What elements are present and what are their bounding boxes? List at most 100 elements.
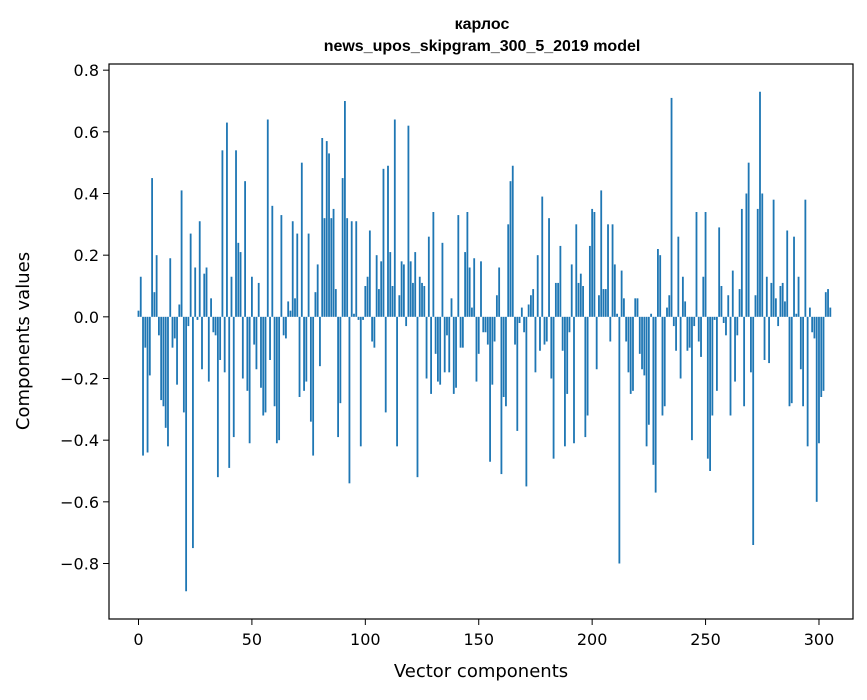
bar-component-188: [564, 316, 566, 447]
bar-component-10: [160, 316, 163, 401]
bar-component-106: [378, 289, 380, 317]
bar-component-264: [736, 316, 739, 336]
bar-component-290: [795, 313, 798, 317]
bar-component-105: [375, 255, 378, 317]
bar-component-9: [158, 316, 160, 336]
bar-component-280: [772, 199, 775, 317]
x-tick-label: 250: [690, 630, 721, 649]
bar-component-148: [473, 258, 476, 317]
bar-component-183: [552, 316, 555, 459]
bar-component-65: [285, 316, 287, 339]
bar-component-81: [321, 138, 324, 317]
bar-component-224: [645, 316, 648, 447]
y-tick-label: 0.4: [74, 185, 99, 204]
bar-component-116: [400, 261, 403, 317]
bar-component-161: [502, 316, 505, 397]
y-tick-label: 0.0: [74, 308, 99, 327]
bar-component-157: [493, 316, 496, 342]
bar-component-243: [688, 316, 691, 348]
bar-component-272: [754, 295, 757, 317]
bar-component-122: [414, 252, 417, 317]
bar-component-68: [291, 221, 294, 317]
bar-component-123: [416, 316, 419, 478]
bar-component-42: [232, 316, 235, 438]
bar-component-217: [629, 316, 632, 394]
bar-component-263: [734, 316, 736, 382]
bars-group: [137, 91, 832, 592]
bar-component-129: [430, 316, 432, 394]
bar-component-126: [423, 286, 426, 317]
bar-component-56: [264, 316, 267, 413]
bar-component-13: [167, 316, 169, 447]
bar-component-269: [747, 162, 750, 317]
bar-component-160: [500, 316, 503, 475]
bar-component-241: [684, 301, 687, 317]
x-tick-label: 50: [242, 630, 262, 649]
bar-component-58: [269, 316, 271, 360]
bar-component-228: [654, 316, 657, 493]
bar-component-181: [548, 218, 550, 317]
bar-component-86: [332, 208, 335, 317]
bar-component-20: [182, 316, 185, 413]
bar-component-26: [196, 316, 199, 320]
bar-component-262: [731, 270, 734, 317]
bar-component-125: [421, 282, 423, 317]
y-tick-label: 0.6: [74, 123, 99, 142]
bar-component-206: [604, 289, 607, 317]
bar-component-235: [670, 97, 673, 317]
bar-component-67: [289, 310, 292, 317]
bar-component-0: [137, 310, 140, 317]
bar-component-96: [355, 221, 358, 317]
bar-component-24: [192, 316, 194, 549]
bar-component-47: [244, 181, 246, 317]
bar-component-54: [260, 316, 262, 388]
bar-component-53: [257, 282, 260, 317]
bar-component-112: [391, 286, 394, 317]
bar-component-273: [756, 208, 759, 317]
bar-component-203: [598, 295, 600, 317]
bar-component-256: [718, 227, 721, 317]
bar-component-247: [697, 316, 700, 342]
bar-component-92: [346, 218, 349, 317]
bar-component-296: [809, 307, 811, 317]
bar-component-238: [677, 236, 680, 317]
bar-component-143: [461, 316, 464, 348]
bar-component-158: [495, 295, 498, 317]
bar-component-30: [205, 267, 208, 317]
bar-component-233: [666, 307, 668, 317]
bar-component-230: [659, 255, 662, 317]
bar-component-88: [337, 316, 339, 438]
bar-component-257: [720, 286, 723, 317]
bar-component-236: [672, 316, 675, 327]
y-tick-label: −0.8: [60, 555, 99, 574]
bar-component-127: [425, 316, 428, 379]
bar-component-164: [509, 181, 512, 317]
bar-component-151: [480, 261, 482, 317]
bar-component-7: [153, 292, 156, 317]
bar-component-194: [577, 282, 580, 317]
bar-component-51: [253, 316, 256, 345]
bar-component-21: [185, 316, 188, 592]
bar-component-259: [725, 316, 727, 336]
bar-component-145: [466, 212, 469, 317]
bar-component-182: [550, 316, 553, 379]
bar-component-98: [359, 316, 362, 447]
x-tick-label: 150: [463, 630, 494, 649]
bar-component-55: [262, 316, 265, 416]
bar-component-178: [541, 196, 544, 317]
bar-component-218: [632, 316, 634, 391]
bar-component-57: [266, 119, 269, 317]
bar-component-193: [575, 224, 578, 317]
bar-component-201: [593, 212, 596, 317]
bar-component-239: [679, 316, 682, 379]
bar-component-102: [368, 230, 371, 317]
bar-component-147: [471, 307, 473, 317]
bar-component-220: [636, 298, 639, 317]
bar-component-77: [312, 316, 315, 456]
bar-component-89: [339, 316, 342, 404]
bar-component-278: [768, 316, 770, 364]
chart-subtitle: news_upos_skipgram_300_5_2019 model: [324, 38, 641, 55]
bar-component-302: [822, 316, 825, 391]
bar-component-95: [353, 313, 355, 317]
bar-component-2: [142, 316, 144, 456]
